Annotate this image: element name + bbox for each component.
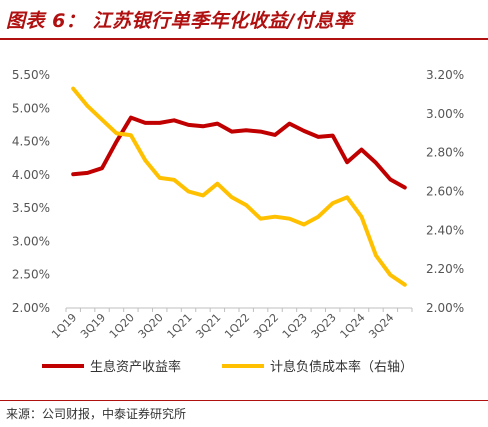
x-tick-label: 3Q24: [366, 311, 396, 341]
title-rule: [0, 38, 488, 40]
left-y-tick-label: 5.50%: [12, 68, 50, 82]
asset-yield-line: [71, 115, 407, 190]
left-y-axis: 2.00% 2.50% 3.00% 3.50% 4.00% 4.50% 5.00% 5.50%: [12, 68, 50, 315]
left-y-tick-label: 5.00%: [12, 101, 50, 115]
x-tick-label: 3Q20: [136, 311, 166, 341]
left-y-tick-label: 4.50%: [12, 135, 50, 149]
line-chart: 2.00% 2.50% 3.00% 3.50% 4.00% 4.50% 5.00% 5.50%…: [12, 68, 464, 375]
right-y-tick-label: 2.20%: [426, 262, 464, 276]
legend-label: 生息资产收益率: [90, 359, 181, 375]
x-tick-label: 3Q23: [309, 311, 339, 341]
x-tick-label: 3Q19: [78, 311, 108, 341]
legend: 生息资产收益率 计息负债成本率（右轴）: [42, 359, 413, 375]
right-y-tick-label: 2.40%: [426, 223, 464, 237]
left-y-tick-label: 2.50%: [12, 268, 50, 282]
source-note: 来源：公司财报，中泰证券研究所: [6, 407, 187, 421]
figure-title: 图表 6： 江苏银行单季年化收益/付息率: [6, 10, 354, 32]
x-tick-label: 1Q19: [49, 311, 79, 341]
x-tick-label: 1Q20: [107, 311, 137, 341]
right-y-axis: 2.00% 2.20% 2.40% 2.60% 2.80% 3.00% 3.20%: [426, 68, 464, 315]
left-y-tick-label: 2.00%: [12, 301, 50, 315]
x-axis: 1Q193Q191Q203Q201Q213Q211Q223Q221Q233Q23…: [49, 307, 413, 341]
legend-item-asset-yield: 生息资产收益率: [42, 359, 181, 375]
source-rule: [0, 400, 488, 401]
right-y-tick-label: 3.00%: [426, 107, 464, 121]
left-y-tick-label: 3.50%: [12, 201, 50, 215]
right-y-tick-label: 2.80%: [426, 146, 464, 160]
legend-item-liability-cost: 计息负债成本率（右轴）: [222, 359, 413, 375]
x-tick-label: 3Q21: [193, 311, 223, 341]
x-tick-label: 3Q22: [251, 311, 281, 341]
legend-label: 计息负债成本率（右轴）: [270, 359, 413, 375]
right-y-tick-label: 2.00%: [426, 301, 464, 315]
right-y-tick-label: 2.60%: [426, 185, 464, 199]
series-layer: [71, 86, 407, 287]
x-tick-label: 1Q24: [338, 311, 368, 341]
liability-cost-line: [71, 86, 407, 287]
x-tick-label: 1Q21: [165, 311, 195, 341]
x-tick-label: 1Q23: [280, 311, 310, 341]
right-y-tick-label: 3.20%: [426, 68, 464, 82]
left-y-tick-label: 4.00%: [12, 168, 50, 182]
x-tick-label: 1Q22: [222, 311, 252, 341]
figure-header: 图表 6： 江苏银行单季年化收益/付息率: [0, 0, 488, 40]
left-y-tick-label: 3.00%: [12, 234, 50, 248]
